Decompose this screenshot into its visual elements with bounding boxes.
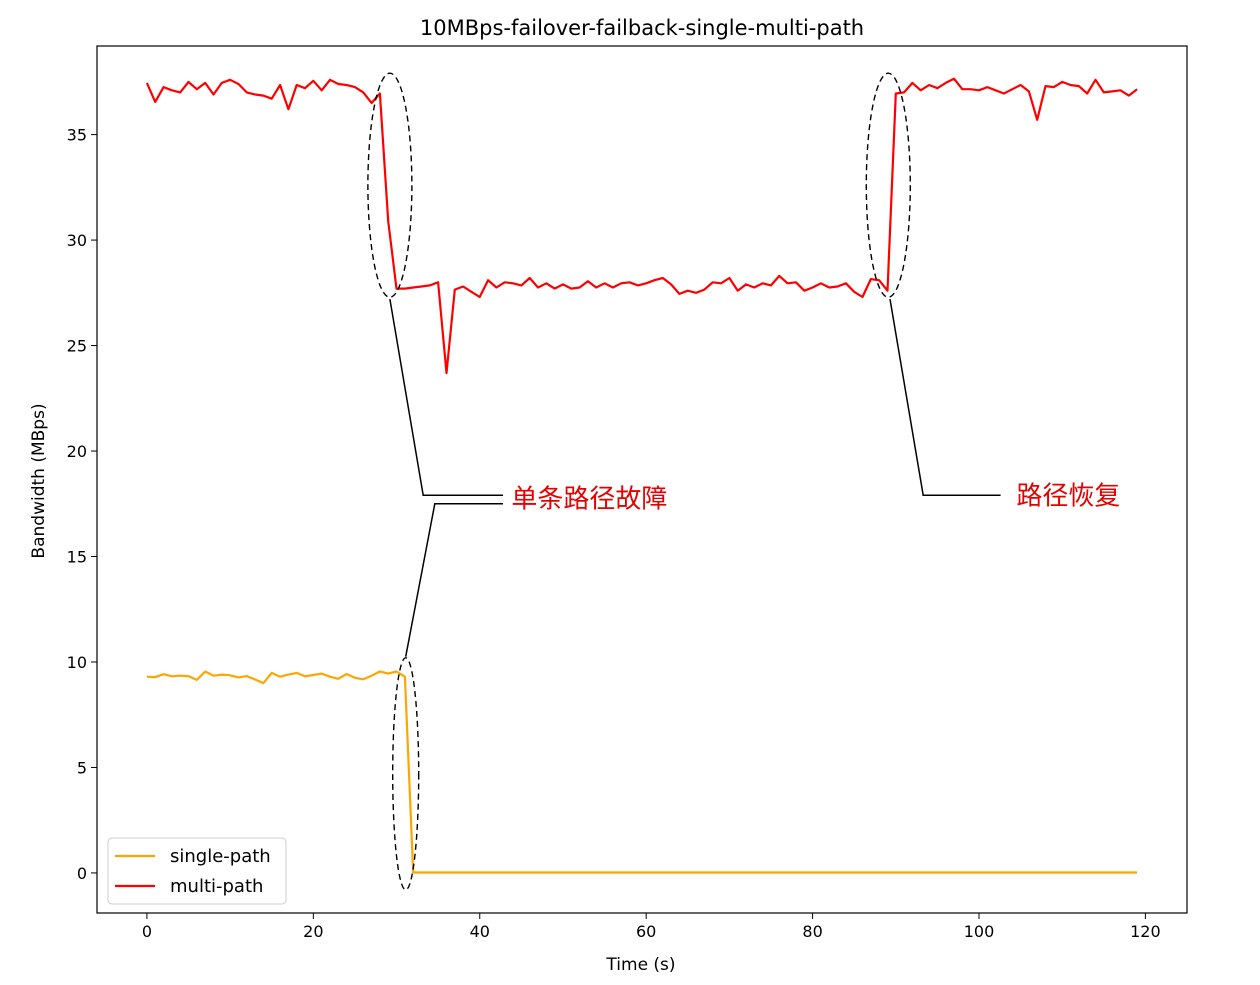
- y-tick-label: 5: [77, 758, 87, 777]
- y-tick-label: 0: [77, 864, 87, 883]
- x-tick-label: 20: [303, 922, 323, 941]
- failover-multi-ellipse: [367, 72, 413, 298]
- failback-multi-ellipse: [865, 72, 911, 298]
- y-tick-label: 25: [67, 337, 87, 356]
- series-line-single-path: [146, 670, 1138, 874]
- failover-leader-upper: [389, 298, 503, 497]
- failback-leader: [889, 298, 1001, 497]
- x-tick-label: 40: [470, 922, 490, 941]
- x-tick-label: 0: [142, 922, 152, 941]
- series-line-multi-path: [145, 77, 1138, 375]
- y-axis-label: Bandwidth (MBps): [29, 403, 49, 558]
- annotation-failback-text: 路径恢复: [1016, 481, 1120, 511]
- axis-ticks: 0 20 40 60 80 100 120 0 5 10 15 20 25 30 35: [67, 126, 1161, 941]
- series-lines: [145, 77, 1138, 874]
- chart-title: 10MBps-failover-failback-single-multi-pa…: [420, 16, 864, 40]
- annotations: 单条路径故障 路径恢复: [367, 72, 1120, 891]
- failover-single-ellipse: [391, 657, 420, 891]
- annotation-failover-text: 单条路径故障: [511, 484, 667, 514]
- x-tick-label: 60: [636, 922, 656, 941]
- plot-background: [97, 46, 1187, 913]
- x-tick-label: 80: [802, 922, 822, 941]
- y-tick-label: 10: [67, 653, 87, 672]
- legend-label-single-path: single-path: [170, 846, 271, 867]
- y-tick-label: 15: [67, 547, 87, 566]
- x-tick-label: 100: [964, 922, 995, 941]
- legend-box: [107, 837, 287, 905]
- legend-label-multi-path: multi-path: [170, 876, 263, 897]
- x-tick-label: 120: [1130, 922, 1161, 941]
- y-tick-label: 20: [67, 442, 87, 461]
- failover-leader-lower: [404, 503, 503, 657]
- legend: single-path multi-path: [107, 837, 287, 905]
- y-tick-label: 35: [67, 126, 87, 145]
- y-tick-label: 30: [67, 231, 87, 250]
- plot-frame: [96, 45, 1188, 914]
- x-axis-label: Time (s): [605, 955, 675, 975]
